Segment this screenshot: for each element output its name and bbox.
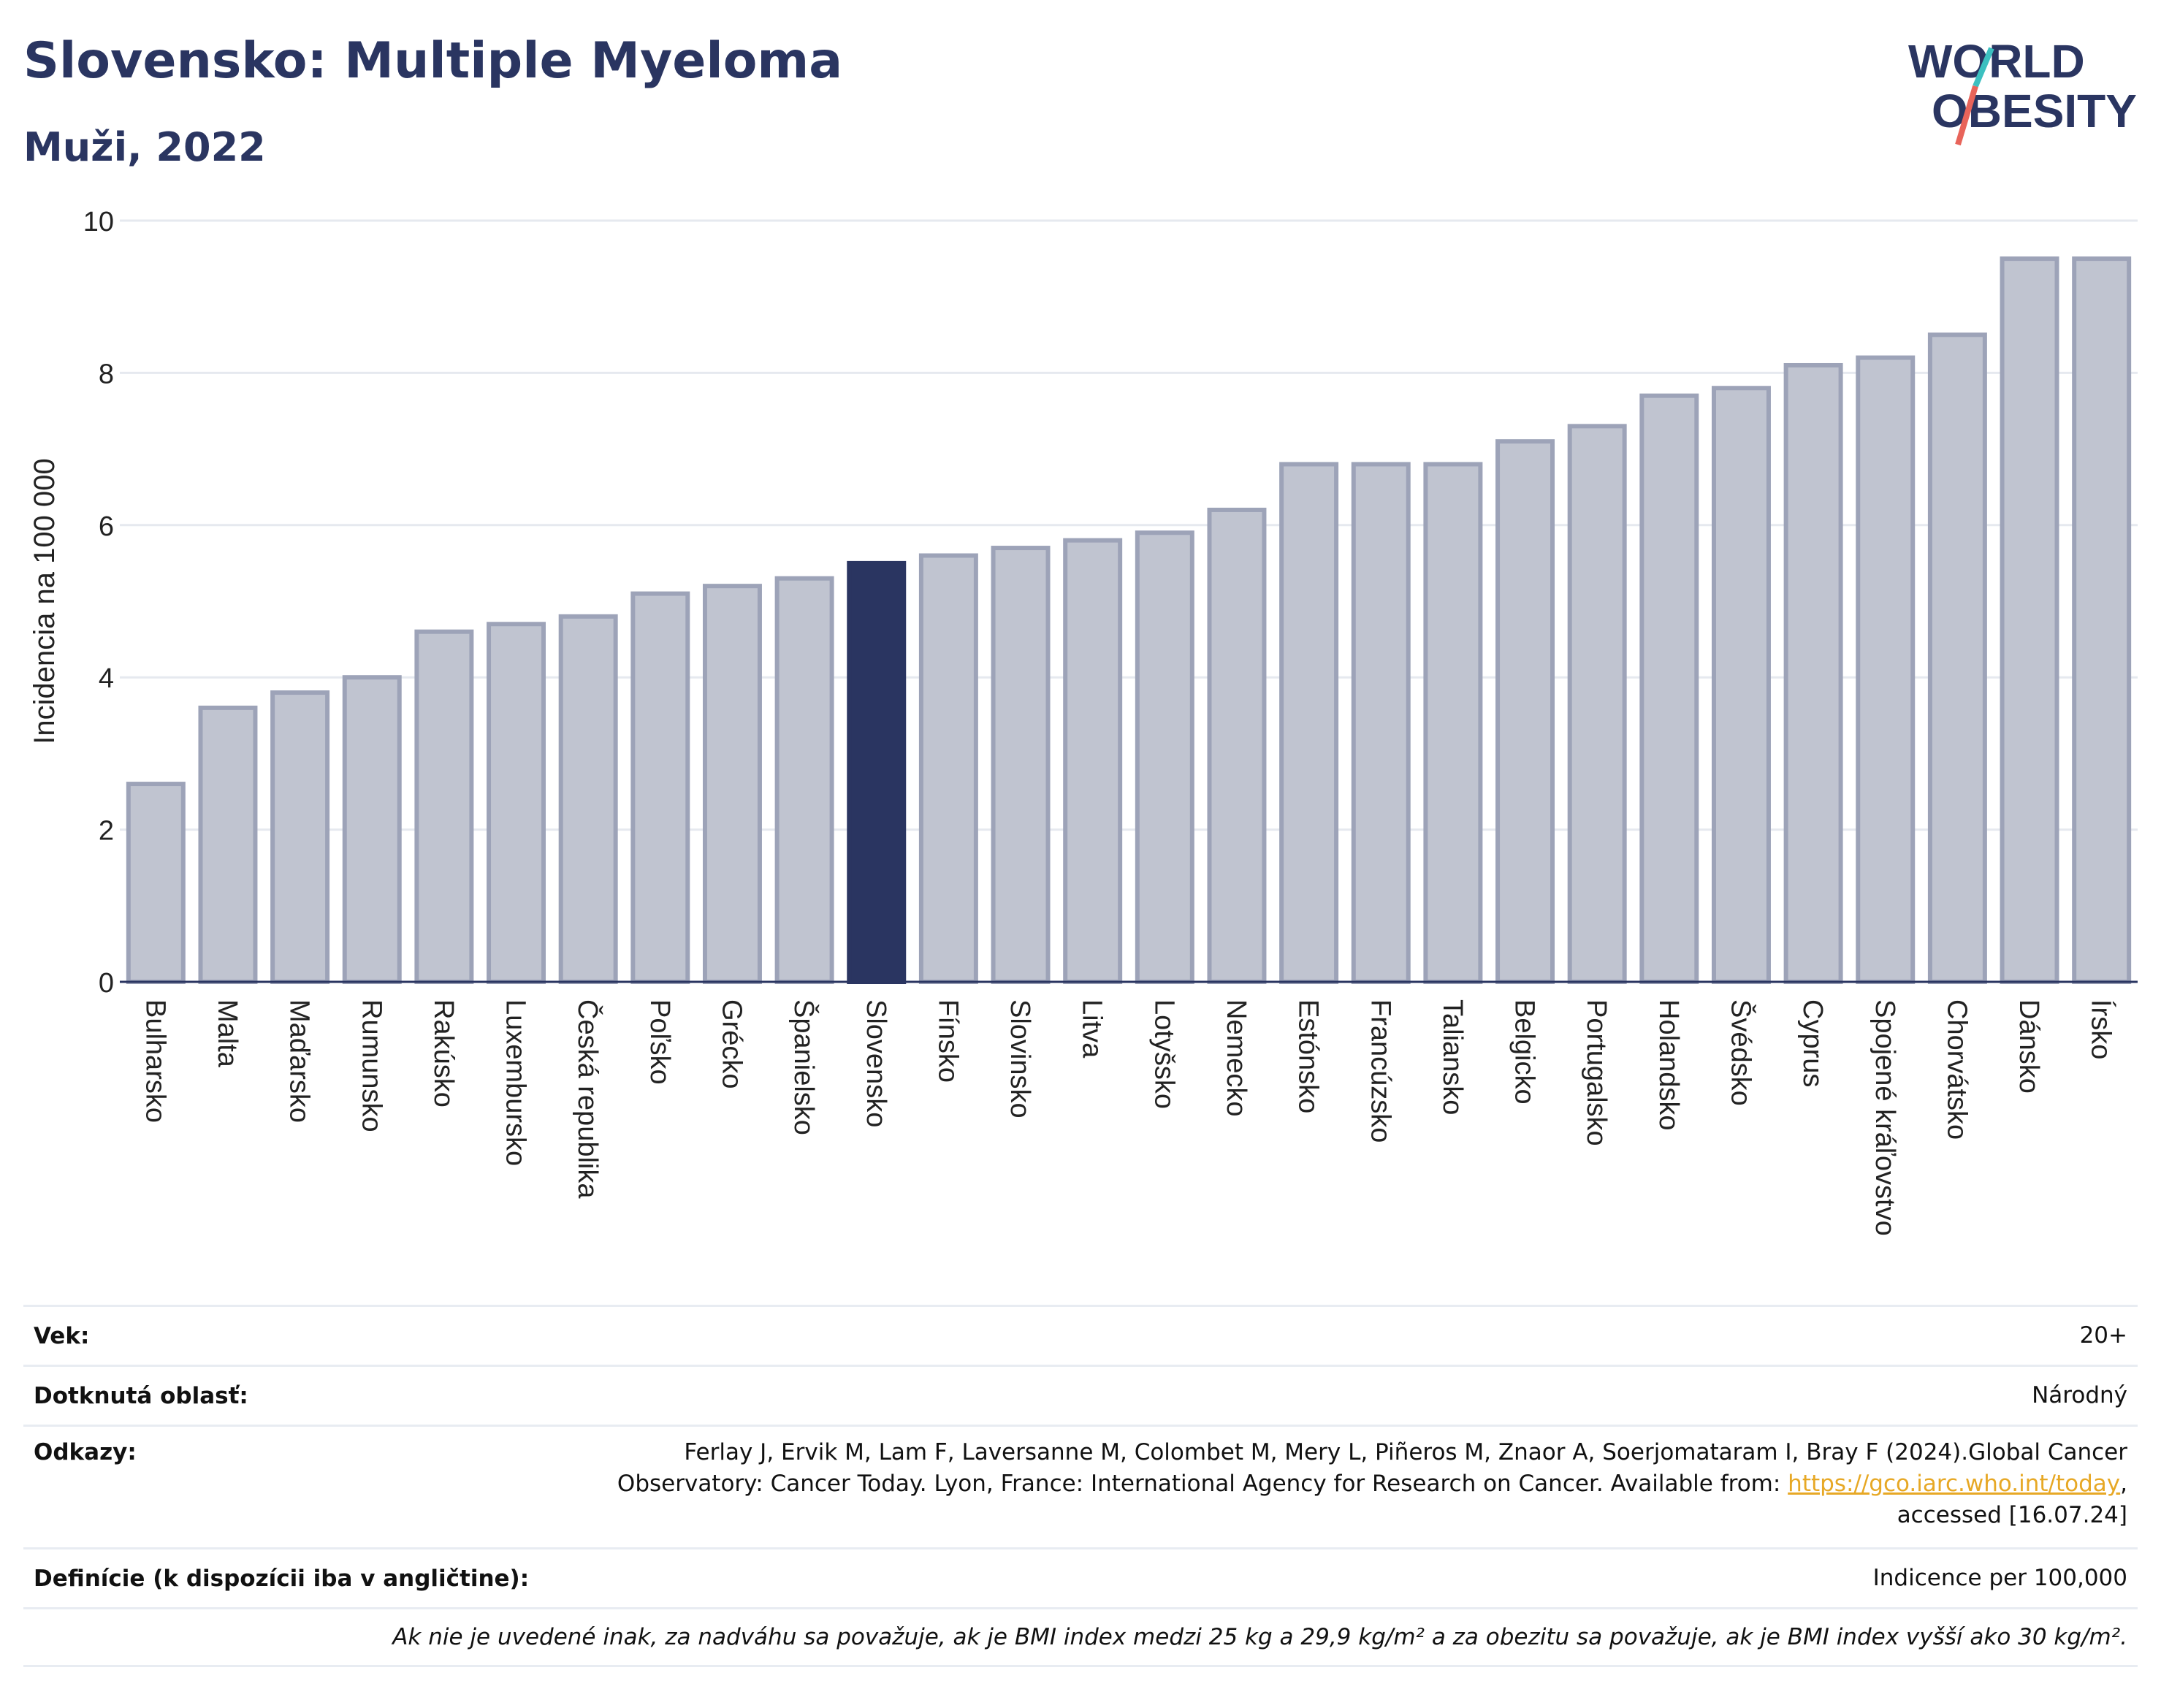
area-row: Dotknutá oblasť: Národný (23, 1365, 2138, 1425)
refs-line2: Observatory: Cancer Today. Lyon, France:… (617, 1468, 2127, 1500)
bar-13 (1063, 538, 1123, 984)
x-tick-label: Luxembursko (500, 999, 531, 1166)
area-label: Dotknutá oblasť: (34, 1382, 248, 1409)
bar-27 (2072, 256, 2132, 985)
x-tick-label: Portugalsko (1581, 999, 1612, 1146)
world-obesity-logo: WORLD OBESITY (1908, 35, 2137, 146)
x-tick-label: Rumunsko (356, 999, 386, 1132)
logo-slash-teal (1973, 47, 1994, 88)
x-tick-label: Španielsko (788, 999, 820, 1135)
refs-value: Ferlay J, Ervik M, Lam F, Laversanne M, … (617, 1437, 2127, 1547)
definitions-value: Indicence per 100,000 (1872, 1565, 2127, 1591)
bar-4 (414, 629, 474, 984)
refs-link[interactable]: https://gco.iarc.who.int/today (1788, 1471, 2121, 1497)
x-tick-label: Francúzsko (1365, 999, 1395, 1143)
bar-2 (270, 690, 330, 984)
x-tick-label: Malta (212, 999, 243, 1068)
bar-12 (991, 546, 1051, 984)
refs-row: Odkazy: Ferlay J, Ervik M, Lam F, Lavers… (23, 1425, 2138, 1547)
refs-line1: Ferlay J, Ervik M, Lam F, Laversanne M, … (684, 1439, 2127, 1465)
x-tick-label: Fínsko (932, 999, 963, 1083)
bar-7 (630, 591, 690, 984)
age-row: Vek: 20+ (23, 1305, 2138, 1365)
x-tick-label: Slovinsko (1005, 999, 1035, 1118)
y-tick-label: 2 (99, 816, 114, 847)
bar-23 (1783, 362, 1843, 985)
bar-1 (198, 705, 258, 984)
x-tick-label: Chorvátsko (1941, 999, 1972, 1140)
bar-3 (342, 675, 402, 984)
bar-9 (774, 576, 834, 984)
x-tick-label: Taliansko (1437, 999, 1468, 1115)
x-tick-label: Grécko (716, 999, 747, 1089)
bar-8 (702, 584, 762, 984)
logo-slash-red (1955, 85, 1978, 146)
bar-22 (1711, 386, 1771, 984)
bar-10 (847, 560, 907, 984)
refs-after-link: , (2120, 1471, 2127, 1497)
x-tick-label: Švédsko (1725, 999, 1757, 1106)
y-tick-label: 0 (99, 968, 114, 999)
bar-14 (1135, 530, 1194, 984)
bar-chart: 0 2 4 6 8 10 Bulharsko Malta Maďarsko Rumunsko Ra… (28, 207, 2138, 1236)
x-tick-label: Írsko (2086, 999, 2117, 1059)
bar-26 (2000, 256, 2059, 985)
x-tick-label: Bulharsko (140, 999, 170, 1123)
note-text: Ak nie je uvedené inak, za nadváhu sa po… (392, 1624, 2127, 1650)
x-tick-label: Belgicko (1509, 999, 1540, 1105)
bar-5 (487, 622, 546, 984)
y-tick-label: 4 (99, 663, 114, 694)
note-row: Ak nie je uvedené inak, za nadváhu sa po… (23, 1607, 2138, 1667)
x-tick-label: Cyprus (1797, 999, 1828, 1087)
y-axis-ticks: 0 2 4 6 8 10 (83, 207, 114, 999)
x-tick-label: Spojené kráľovstvo (1870, 999, 1900, 1236)
refs-line3: accessed [16.07.24] (1897, 1502, 2127, 1528)
x-tick-label: Lotyšsko (1148, 999, 1179, 1109)
x-tick-label: Dánsko (2013, 999, 2044, 1094)
definitions-label: Definície (k dispozícii iba v angličtine… (34, 1565, 530, 1592)
bar-11 (918, 553, 978, 984)
x-tick-label: Estónsko (1293, 999, 1324, 1113)
bar-24 (1856, 355, 1916, 984)
chart-title: Slovensko: Multiple Myeloma (23, 32, 843, 90)
x-tick-label: Poľsko (644, 999, 675, 1085)
refs-label: Odkazy: (34, 1439, 137, 1465)
bar-6 (558, 614, 618, 985)
bars (126, 256, 2132, 985)
bar-17 (1351, 462, 1411, 984)
x-tick-label: Nemecko (1221, 999, 1251, 1117)
info-table: Vek: 20+ Dotknutá oblasť: Národný Odkazy… (23, 1305, 2138, 1667)
y-tick-label: 8 (99, 359, 114, 389)
bar-19 (1495, 439, 1555, 984)
y-axis-label: Incidencia na 100 000 (28, 458, 61, 744)
bar-18 (1423, 462, 1483, 984)
x-tick-label: Holandsko (1653, 999, 1684, 1131)
logo-text-world: WORLD (1908, 35, 2085, 88)
x-tick-label: Česká republika (572, 999, 604, 1199)
bar-15 (1207, 507, 1267, 984)
area-value: Národný (2032, 1382, 2127, 1408)
bar-16 (1279, 462, 1339, 984)
definitions-row: Definície (k dispozícii iba v angličtine… (23, 1547, 2138, 1607)
bar-0 (126, 782, 186, 984)
age-value: 20+ (2079, 1322, 2127, 1349)
y-tick-label: 10 (83, 207, 114, 237)
chart-subtitle: Muži, 2022 (23, 124, 266, 170)
x-tick-label: Slovensko (861, 999, 891, 1127)
x-axis-labels: Bulharsko Malta Maďarsko Rumunsko Rakúsko Lux… (140, 999, 2116, 1236)
bar-21 (1639, 393, 1699, 984)
x-tick-label: Litva (1077, 999, 1108, 1059)
y-tick-label: 6 (99, 511, 114, 542)
bar-25 (1927, 332, 1987, 984)
x-tick-label: Maďarsko (284, 999, 315, 1123)
refs-line2-text: Observatory: Cancer Today. Lyon, France:… (617, 1471, 1788, 1497)
bar-20 (1567, 424, 1627, 984)
age-label: Vek: (34, 1322, 90, 1349)
x-tick-label: Rakúsko (428, 999, 459, 1107)
